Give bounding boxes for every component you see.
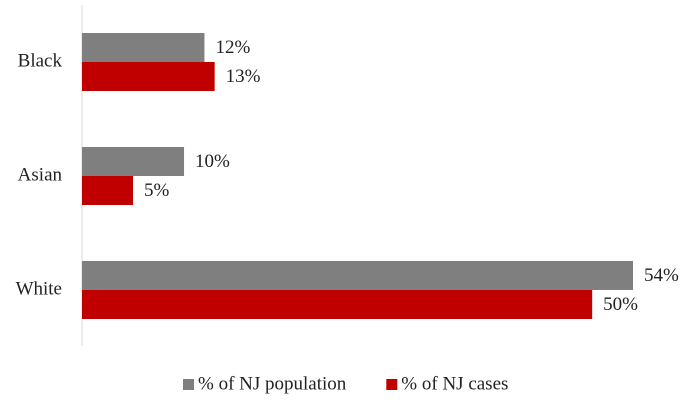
bar <box>82 33 205 62</box>
bar <box>82 290 593 319</box>
legend-swatch <box>386 379 398 390</box>
bar <box>82 147 185 176</box>
bar <box>82 62 215 91</box>
bar <box>82 176 134 205</box>
legend-swatch <box>183 379 194 390</box>
y-tick-label: Asian <box>18 164 63 185</box>
legend-label: % of NJ population <box>198 373 347 394</box>
y-tick-label: Black <box>18 50 63 71</box>
data-label: 54% <box>644 265 679 286</box>
legend-label: % of NJ cases <box>401 373 508 394</box>
data-label: 50% <box>603 294 638 315</box>
data-label: 13% <box>226 66 261 87</box>
data-label: 12% <box>215 37 250 58</box>
data-label: 10% <box>195 151 230 172</box>
bar <box>82 261 633 290</box>
data-label: 5% <box>144 180 170 201</box>
y-tick-label: White <box>16 278 62 299</box>
